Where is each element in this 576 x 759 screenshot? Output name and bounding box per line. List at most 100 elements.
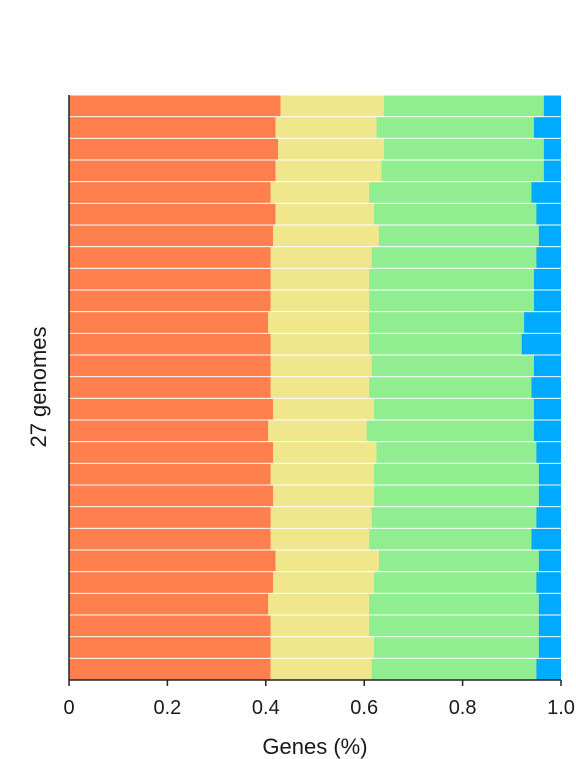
bar-segment-1-row-23 [69, 572, 274, 593]
bar-segment-4-row-20 [536, 507, 561, 528]
bar-segment-3-row-11 [369, 312, 525, 333]
bar-segment-1-row-16 [69, 420, 269, 442]
bar-segment-1-row-1 [69, 95, 281, 117]
x-tick-label: 0.6 [350, 697, 378, 719]
bar-segment-2-row-11 [268, 312, 370, 333]
bar-segment-4-row-19 [538, 485, 561, 507]
bar-segment-3-row-14 [369, 377, 532, 398]
bar-segment-4-row-9 [533, 268, 561, 290]
bar-segment-1-row-17 [69, 442, 274, 463]
x-tick-label: 1.0 [547, 697, 575, 719]
bar-segment-3-row-27 [371, 658, 537, 680]
bar-segment-1-row-27 [69, 658, 271, 680]
bar-segment-1-row-12 [69, 333, 271, 355]
bar-segment-1-row-26 [69, 637, 271, 658]
bar-segment-4-row-2 [533, 117, 561, 138]
bar-segment-4-row-12 [521, 333, 561, 355]
bar-segment-4-row-16 [533, 420, 561, 442]
bar-segment-4-row-27 [536, 658, 561, 680]
bar-segment-2-row-14 [270, 377, 370, 398]
bar-segment-4-row-8 [536, 247, 561, 268]
bar-segment-2-row-9 [270, 268, 370, 290]
x-tick-label: 0 [63, 697, 74, 719]
bar-segment-4-row-15 [533, 398, 561, 420]
bar-segment-4-row-14 [531, 377, 561, 398]
bar-segment-2-row-23 [273, 572, 375, 593]
bar-segment-3-row-7 [378, 225, 539, 247]
bar-segment-3-row-19 [374, 485, 539, 507]
bar-segment-2-row-21 [270, 528, 370, 550]
bar-segment-3-row-4 [381, 160, 544, 182]
bar-segment-1-row-3 [69, 138, 279, 160]
bar-segment-3-row-15 [374, 398, 534, 420]
bar-segment-1-row-21 [69, 528, 271, 550]
bar-segment-4-row-10 [533, 290, 561, 312]
bar-segment-3-row-18 [374, 463, 539, 485]
bar-segment-3-row-12 [369, 333, 522, 355]
bar-segment-2-row-16 [268, 420, 367, 442]
bar-segment-4-row-7 [538, 225, 561, 247]
bar-segment-2-row-5 [270, 182, 370, 203]
bar-segment-1-row-7 [69, 225, 274, 247]
bar-segment-4-row-17 [536, 442, 561, 463]
bar-segment-1-row-2 [69, 117, 276, 138]
x-tick-group: 0 0.2 0.4 0.6 0.8 1.0 [63, 680, 575, 719]
bar-segment-4-row-1 [543, 95, 561, 117]
bar-segment-2-row-4 [275, 160, 382, 182]
bar-segment-4-row-22 [538, 550, 561, 572]
bar-segment-2-row-18 [270, 463, 375, 485]
bar-segment-4-row-4 [543, 160, 561, 182]
bar-segment-2-row-15 [273, 398, 375, 420]
bar-segment-4-row-11 [524, 312, 561, 333]
bar-segment-1-row-5 [69, 182, 271, 203]
bar-segment-3-row-1 [383, 95, 544, 117]
x-tick-label: 0.8 [449, 697, 477, 719]
bar-segment-3-row-6 [374, 203, 537, 225]
bar-segment-2-row-27 [270, 658, 372, 680]
bar-segment-2-row-25 [270, 615, 370, 637]
bar-segment-2-row-12 [270, 333, 370, 355]
bar-segment-4-row-13 [533, 355, 561, 377]
bar-segment-3-row-10 [369, 290, 534, 312]
bar-segment-4-row-5 [531, 182, 561, 203]
bar-segment-3-row-2 [376, 117, 534, 138]
bar-area [69, 95, 561, 680]
bar-segment-3-row-20 [371, 507, 537, 528]
bar-segment-3-row-23 [374, 572, 537, 593]
bar-segment-4-row-23 [536, 572, 561, 593]
bar-segment-2-row-26 [270, 637, 375, 658]
bar-segment-1-row-9 [69, 268, 271, 290]
bar-segment-1-row-15 [69, 398, 274, 420]
bar-segment-4-row-26 [538, 637, 561, 658]
bar-segment-2-row-24 [268, 593, 370, 615]
bar-segment-2-row-2 [275, 117, 377, 138]
bar-segment-2-row-17 [273, 442, 377, 463]
bar-segment-1-row-11 [69, 312, 269, 333]
bar-segment-4-row-25 [538, 615, 561, 637]
bar-segment-2-row-13 [270, 355, 372, 377]
bar-segment-1-row-25 [69, 615, 271, 637]
bar-segment-3-row-21 [369, 528, 532, 550]
bar-segment-4-row-21 [531, 528, 561, 550]
x-axis-title: Genes (%) [262, 734, 367, 759]
bar-segment-1-row-8 [69, 247, 271, 268]
bar-segment-2-row-1 [280, 95, 384, 117]
bar-segment-2-row-7 [273, 225, 379, 247]
bar-segment-1-row-19 [69, 485, 274, 507]
bar-segment-1-row-22 [69, 550, 276, 572]
x-tick-label: 0.4 [252, 697, 280, 719]
bar-segment-2-row-8 [270, 247, 372, 268]
bar-segment-3-row-17 [376, 442, 537, 463]
bar-segment-2-row-3 [278, 138, 384, 160]
bar-segment-1-row-10 [69, 290, 271, 312]
bar-segment-3-row-5 [369, 182, 532, 203]
bar-segment-3-row-16 [366, 420, 534, 442]
bar-segment-2-row-20 [270, 507, 372, 528]
bar-segment-2-row-10 [270, 290, 370, 312]
bar-segment-3-row-13 [371, 355, 534, 377]
bar-segment-1-row-18 [69, 463, 271, 485]
bar-segment-3-row-25 [369, 615, 539, 637]
bar-segment-4-row-3 [543, 138, 561, 160]
bar-segment-1-row-6 [69, 203, 276, 225]
